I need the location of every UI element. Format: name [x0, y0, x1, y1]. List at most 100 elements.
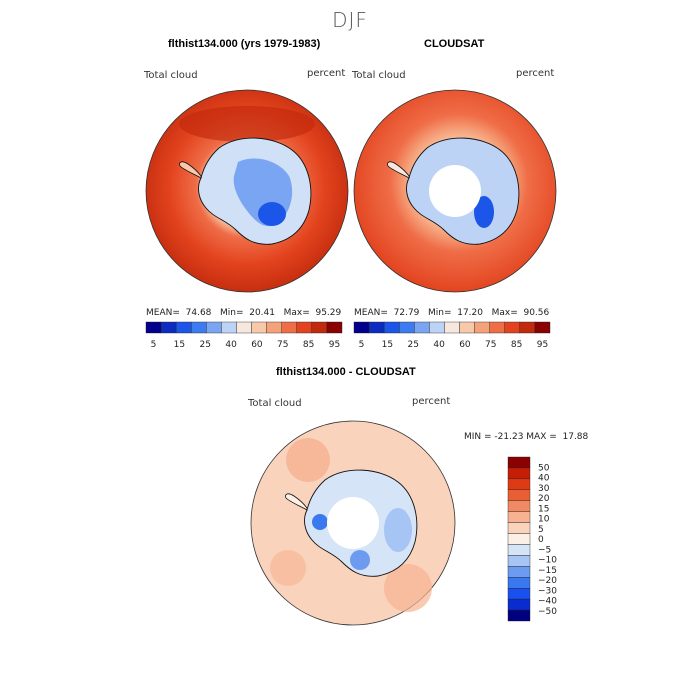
obs-no-data-pole-hole — [429, 165, 481, 217]
obs-colorbar-swatch — [399, 321, 415, 334]
model-panel-title: flthist134.000 (yrs 1979-1983) — [168, 38, 321, 50]
diff-no-data-pole-hole — [327, 497, 379, 549]
model-colorbar-tick: 25 — [200, 340, 211, 350]
model-colorbar-tick: 40 — [225, 340, 237, 350]
obs-units-label: percent — [516, 68, 555, 79]
model-colorbar-swatch — [251, 321, 267, 334]
model-colorbar-swatch — [311, 321, 328, 334]
model-polar-map — [145, 89, 349, 293]
model-colorbar-tick: 15 — [174, 340, 185, 350]
diff-colorbar-tick: −40 — [538, 597, 557, 607]
diff-negative-patch-south — [350, 550, 370, 570]
diff-colorbar-swatch — [507, 489, 531, 501]
diff-colorbar-tick: −5 — [538, 545, 551, 555]
obs-colorbar-swatch — [504, 321, 521, 334]
obs-colorbar-swatch — [444, 321, 460, 334]
obs-colorbar-swatch — [383, 321, 400, 334]
obs-colorbar-swatch — [414, 321, 430, 334]
obs-colorbar-tick: 25 — [408, 340, 419, 350]
diff-colorbar-swatch — [507, 478, 531, 491]
obs-colorbar-swatch — [474, 321, 490, 334]
obs-colorbar-tick: 40 — [433, 340, 445, 350]
obs-panel-title: CLOUDSAT — [424, 38, 485, 50]
diff-colorbar-swatch — [507, 544, 531, 556]
diff-colorbar-swatch — [507, 598, 531, 611]
diff-colorbar-swatch — [507, 456, 531, 469]
diff-negative-patch-east — [384, 508, 412, 552]
model-colorbar-swatch — [175, 321, 192, 334]
diff-colorbar-tick: 30 — [538, 484, 550, 494]
diff-colorbar-tick: 5 — [538, 525, 544, 535]
diff-colorbar-tick: −10 — [538, 556, 557, 566]
obs-colorbar-tick: 85 — [511, 340, 522, 350]
model-colorbar-swatch — [281, 321, 297, 334]
diff-colorbar-swatch — [507, 533, 531, 545]
model-stats: MEAN= 74.68 Min= 20.41 Max= 95.29 — [146, 308, 342, 318]
model-colorbar-swatch — [326, 321, 343, 334]
diff-colorbar-swatch — [507, 566, 531, 578]
diff-colorbar-swatch — [507, 577, 531, 589]
obs-colorbar-swatch — [534, 321, 551, 334]
model-colorbar-swatch — [296, 321, 313, 334]
model-minimum-region — [258, 202, 286, 226]
model-colorbar-swatch — [266, 321, 282, 334]
obs-colorbar-swatch — [459, 321, 475, 334]
model-colorbar-swatch — [221, 321, 237, 334]
obs-minimum-region — [474, 196, 494, 228]
season-title: DJF — [332, 8, 368, 32]
model-colorbar-tick: 95 — [329, 340, 340, 350]
diff-colorbar-tick: −50 — [538, 607, 557, 617]
model-colorbar-swatch — [206, 321, 222, 334]
diff-peninsula-outline — [285, 493, 308, 511]
obs-colorbar-swatch — [489, 321, 505, 334]
obs-colorbar-tick: 75 — [485, 340, 496, 350]
obs-colorbar-tick: 5 — [359, 340, 365, 350]
model-variable-label: Total cloud — [144, 70, 198, 81]
model-units-label: percent — [307, 68, 346, 79]
obs-colorbar-swatch — [519, 321, 536, 334]
model-colorbar-tick: 75 — [277, 340, 288, 350]
diff-colorbar-tick: 0 — [538, 535, 544, 545]
diff-colorbar-tick: 15 — [538, 504, 549, 514]
model-peninsula-outline — [179, 161, 202, 179]
obs-stats: MEAN= 72.79 Min= 17.20 Max= 90.56 — [354, 308, 550, 318]
diff-colorbar-tick: 40 — [538, 474, 550, 484]
diff-colorbar-swatch — [507, 467, 531, 480]
diff-colorbar-swatch — [507, 522, 531, 534]
model-colorbar: 5 15 25 40 60 75 85 95 — [145, 321, 343, 350]
obs-polar-map — [353, 89, 557, 293]
diff-colorbar-swatch — [507, 555, 531, 567]
obs-colorbar-tick: 95 — [537, 340, 548, 350]
model-colorbar-swatch — [160, 321, 177, 334]
diff-panel-title: flthist134.000 - CLOUDSAT — [276, 366, 416, 378]
diff-colorbar-tick: 50 — [538, 463, 550, 473]
diff-colorbar-tick: 10 — [538, 515, 550, 525]
model-high-cloud-band — [179, 106, 315, 142]
diff-variable-label: Total cloud — [248, 398, 302, 409]
model-colorbar-swatch — [236, 321, 252, 334]
diff-colorbar-swatch — [507, 511, 531, 523]
model-colorbar-tick: 5 — [151, 340, 157, 350]
diff-negative-patch-west — [312, 514, 328, 530]
model-colorbar-tick: 85 — [303, 340, 314, 350]
obs-colorbar-swatch — [353, 321, 370, 334]
diff-colorbar-swatch — [507, 587, 531, 600]
obs-colorbar-swatch — [368, 321, 385, 334]
model-colorbar-swatch — [191, 321, 207, 334]
diff-colorbar-tick: −30 — [538, 586, 557, 596]
diff-colorbar-tick: 20 — [538, 494, 550, 504]
model-colorbar-tick: 60 — [251, 340, 263, 350]
diff-colorbar-swatch — [507, 609, 531, 622]
diff-colorbar-tick: −20 — [538, 576, 557, 586]
obs-colorbar-tick: 15 — [382, 340, 393, 350]
diff-units-label: percent — [412, 396, 451, 407]
diff-positive-patch-se — [384, 564, 432, 612]
obs-variable-label: Total cloud — [352, 70, 406, 81]
obs-peninsula-outline — [387, 161, 410, 179]
diff-minmax: MIN = -21.23 MAX = 17.88 — [464, 432, 589, 442]
diff-positive-patch-sw — [270, 550, 306, 586]
obs-colorbar: 5 15 25 40 60 75 85 95 — [353, 321, 551, 350]
obs-colorbar-swatch — [429, 321, 445, 334]
diff-colorbar-tick: −15 — [538, 566, 557, 576]
